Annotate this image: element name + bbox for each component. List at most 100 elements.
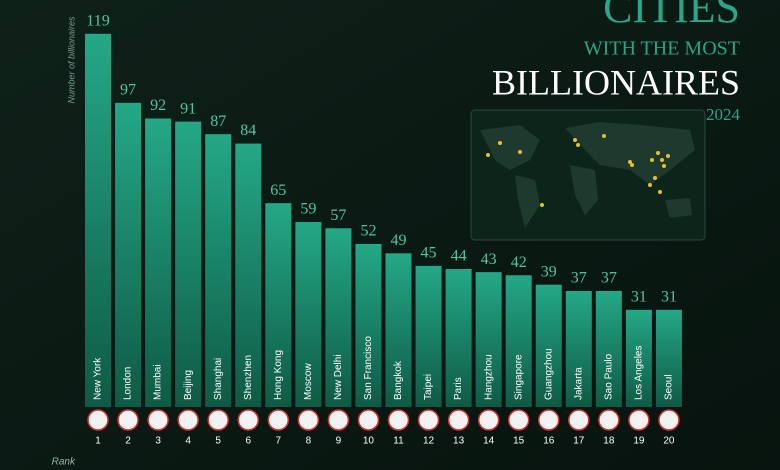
rank-number: 14 <box>483 436 495 447</box>
value-label: 31 <box>631 288 647 305</box>
title-line: BILLIONAIRES <box>492 62 740 102</box>
world-map <box>470 109 706 241</box>
subtitle: 2024 <box>706 105 741 124</box>
bar <box>565 290 592 407</box>
bar <box>265 203 292 407</box>
value-label: 45 <box>421 245 437 262</box>
value-label: 43 <box>481 251 497 268</box>
x-tick-label: London <box>123 367 134 400</box>
value-label: 42 <box>511 254 527 271</box>
x-tick-label: Los Angeles <box>634 346 645 401</box>
bar <box>445 269 472 407</box>
map-land <box>480 122 695 228</box>
title-line: CITIES <box>603 0 740 32</box>
flag-icon <box>357 409 380 431</box>
value-label: 37 <box>601 270 617 287</box>
bar <box>385 253 412 407</box>
rank-number: 18 <box>603 436 615 447</box>
bar <box>475 272 502 407</box>
value-label: 52 <box>360 223 376 240</box>
rank-number: 2 <box>125 436 131 447</box>
value-label: 57 <box>330 207 346 224</box>
bar <box>115 102 142 408</box>
rank-number: 1 <box>95 436 101 447</box>
bar <box>85 33 111 407</box>
rank-number: 5 <box>215 436 221 447</box>
value-label: 65 <box>270 182 286 199</box>
x-tick-label: Jakarta <box>573 367 584 400</box>
map-dots <box>486 134 670 207</box>
y-axis-label: Number of billionaires <box>66 16 76 104</box>
flag-icon <box>447 409 470 431</box>
x-tick-label: Sao Paulo <box>603 353 614 400</box>
bar <box>625 309 652 407</box>
rank-number: 3 <box>155 436 161 447</box>
flag-icon <box>327 409 350 431</box>
x-tick-label: Mumbai <box>153 364 164 400</box>
x-tick-label: Shanghai <box>213 358 224 400</box>
bar <box>235 143 262 408</box>
bar <box>355 243 382 407</box>
flag-icon <box>507 409 530 431</box>
bar <box>205 134 232 407</box>
title-line: WITH THE MOST <box>584 38 740 60</box>
rank-number: 15 <box>513 436 525 447</box>
rank-number: 6 <box>245 436 251 447</box>
x-tick-label: Moscow <box>303 363 314 400</box>
bar <box>145 118 172 407</box>
bar <box>505 275 532 407</box>
rank-number: 9 <box>336 436 342 447</box>
flag-icon <box>237 409 259 431</box>
x-tick-label: Seoul <box>664 374 675 400</box>
x-tick-label: Hong Kong <box>273 350 284 400</box>
flag-icon <box>267 409 290 431</box>
flag-icon <box>538 409 560 431</box>
flag-icon <box>297 409 320 431</box>
bar <box>655 309 682 407</box>
flag-icon <box>628 409 650 431</box>
rank-number: 10 <box>363 436 375 447</box>
value-label: 84 <box>240 122 256 139</box>
flag-icon <box>177 409 199 431</box>
rank-number: 11 <box>393 436 404 447</box>
x-tick-label: Singapore <box>513 354 524 400</box>
value-label: 91 <box>180 100 196 117</box>
x-tick-label: Beijing <box>183 370 194 400</box>
x-tick-label: New Delhi <box>333 354 344 400</box>
rank-number: 7 <box>276 436 282 447</box>
flag-icon <box>147 409 169 431</box>
value-label: 87 <box>210 113 226 130</box>
rank-number: 13 <box>453 436 465 447</box>
bar <box>325 228 352 407</box>
rank-number: 8 <box>306 436 312 447</box>
flag-icon <box>598 409 620 431</box>
bar <box>175 121 202 408</box>
x-tick-label: Taipei <box>423 374 434 400</box>
rank-number: 17 <box>573 436 585 447</box>
x-tick-label: Bangkok <box>393 360 404 400</box>
flag-icon <box>417 409 440 431</box>
flag-icon <box>568 409 590 431</box>
value-label: 49 <box>391 232 407 249</box>
x-tick-label: Hangzhou <box>483 354 494 400</box>
flag-icon <box>207 409 229 431</box>
value-label: 31 <box>661 288 677 305</box>
bar <box>415 265 442 407</box>
rank-label: Rank <box>52 457 76 468</box>
value-label: 59 <box>300 201 316 218</box>
flag-icon <box>117 409 139 431</box>
rank-number: 20 <box>663 436 675 447</box>
rank-number: 4 <box>185 436 191 447</box>
flag-icon <box>387 409 410 431</box>
rank-number: 19 <box>633 436 645 447</box>
flag-icon <box>477 409 500 431</box>
x-tick-label: Shenzhen <box>243 355 254 400</box>
value-label: 97 <box>120 81 136 98</box>
x-tick-label: Paris <box>453 377 464 400</box>
flag-icon <box>658 409 680 431</box>
x-tick-label: New York <box>93 357 104 400</box>
bar <box>295 221 322 407</box>
rank-number: 12 <box>423 436 435 447</box>
